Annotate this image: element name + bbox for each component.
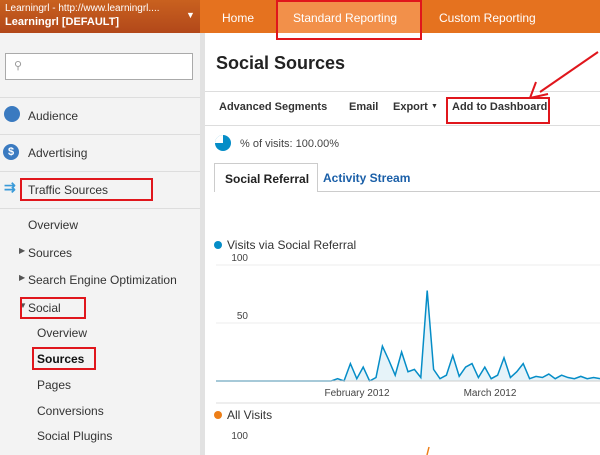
tab-activity[interactable]: Activity Stream [323, 171, 411, 185]
highlight-box [446, 97, 550, 124]
highlight-box [276, 0, 422, 40]
legend-label: All Visits [227, 408, 272, 422]
series-line [216, 290, 600, 383]
tab-active[interactable]: Social Referral [214, 163, 318, 192]
legend-dot [214, 241, 222, 249]
divider [205, 91, 600, 92]
divider [0, 171, 200, 172]
nav-social[interactable]: Social [28, 301, 61, 315]
nav-overview[interactable]: Overview [28, 218, 79, 232]
expand-arrow: ▶ [19, 273, 26, 282]
toolbar-export[interactable]: Export [393, 101, 428, 113]
nav-standard[interactable]: Standard Reporting [293, 11, 398, 25]
y-tick-label: 100 [231, 253, 248, 264]
search-box[interactable]: ⚲ [5, 53, 193, 80]
nav-custom[interactable]: Custom Reporting [439, 11, 536, 25]
x-label: March 2012 [464, 388, 517, 399]
series-line [426, 446, 430, 455]
nav-social-pages[interactable]: Pages [37, 378, 72, 392]
divider [205, 125, 600, 126]
visits-share: % of visits: 100.00% [240, 138, 340, 150]
legend-label: Visits via Social Referral [227, 238, 356, 252]
area [216, 290, 600, 381]
nav-advertising[interactable]: Advertising [28, 146, 88, 160]
nav-seo[interactable]: Search Engine Optimization [28, 273, 177, 287]
highlight-box [32, 347, 96, 370]
nav-social-sources[interactable]: Sources [37, 352, 85, 366]
page-title: Social Sources [216, 53, 346, 73]
toolbar-segments[interactable]: Advanced Segments [219, 101, 328, 113]
legend-dot [214, 411, 222, 419]
x-label: February 2012 [324, 388, 389, 399]
advertising-icon: $ [3, 144, 19, 160]
divider [0, 97, 200, 98]
nav-traffic[interactable]: Traffic Sources [28, 183, 109, 197]
nav-audience[interactable]: Audience [28, 109, 79, 123]
nav-social-plugins[interactable]: Social Plugins [37, 429, 113, 443]
account-name: Learningrl [DEFAULT] [5, 16, 120, 28]
active-tab-bg [276, 0, 420, 33]
nav-social-conversions[interactable]: Conversions [37, 404, 104, 418]
chart: Visits via Social Referral 50 100 February … [214, 238, 600, 455]
nav-sources[interactable]: Sources [28, 246, 73, 260]
search-icon: ⚲ [14, 60, 23, 72]
sidebar: ⚲ Audience $ Advertising ⇉ Traffic Sourc… [0, 33, 200, 455]
dropdown-arrow: ▼ [186, 10, 195, 20]
divider [0, 134, 200, 135]
divider [0, 208, 200, 209]
nav-bar: Home Standard Reporting Custom Reporting [200, 0, 600, 33]
collapse-arrow: ▼ [19, 301, 27, 310]
toolbar-email[interactable]: Email [349, 101, 379, 113]
account-bar[interactable]: Learningrl - http://www.learningrl.... L… [0, 0, 200, 33]
traffic-icon: ⇉ [4, 179, 16, 195]
expand-arrow: ▶ [19, 246, 26, 255]
nav-social-overview[interactable]: Overview [37, 326, 88, 340]
tab-line [317, 191, 600, 192]
annotation-arrow [529, 51, 599, 99]
nav-home[interactable]: Home [222, 11, 255, 25]
y-tick-label: 100 [231, 431, 248, 442]
pie-icon [215, 135, 231, 151]
highlight-box [20, 297, 86, 319]
audience-icon [4, 106, 20, 122]
toolbar-dashboard[interactable]: Add to Dashboard [452, 101, 548, 113]
splitter [200, 33, 205, 455]
highlight-box [20, 178, 153, 201]
tab-label: Social Referral [225, 172, 310, 186]
y-tick-label: 50 [237, 311, 249, 322]
export-arrow: ▼ [431, 103, 438, 110]
account-url: Learningrl - http://www.learningrl.... [5, 3, 160, 14]
